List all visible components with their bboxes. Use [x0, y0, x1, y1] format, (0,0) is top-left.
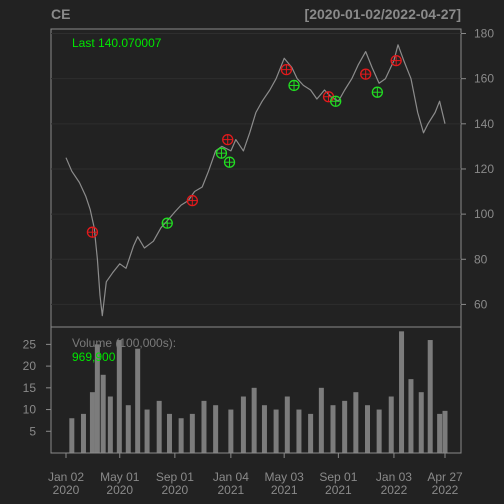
last-price-label: Last 140.070007 [72, 36, 162, 50]
price-gridlines [51, 33, 461, 305]
volume-panel: 5 10 15 20 25 Volume (100,000s): 969,900 [23, 326, 462, 454]
volume-bar [388, 396, 394, 453]
volume-bar [318, 387, 324, 453]
date-tick-label: May 03 [264, 470, 304, 484]
price-tick-label: 160 [474, 72, 494, 86]
volume-bar [228, 409, 234, 453]
volume-bar [427, 340, 433, 453]
buy-signal-marker [161, 217, 173, 229]
volume-bar [251, 387, 257, 453]
volume-bar [125, 405, 131, 453]
chart-title: CE [51, 6, 70, 22]
volume-bar [156, 400, 162, 453]
volume-tick-label: 20 [23, 359, 37, 373]
volume-bar [80, 413, 86, 453]
date-tick-year: 2021 [218, 483, 245, 497]
volume-bar [273, 409, 279, 453]
volume-bar [342, 400, 348, 453]
price-tick-label: 180 [474, 27, 494, 41]
buy-signal-marker [223, 156, 236, 168]
volume-bars [69, 331, 448, 453]
volume-tick-label: 5 [29, 424, 36, 438]
volume-tick-label: 10 [23, 403, 37, 417]
volume-bar [284, 396, 290, 453]
signal-markers [86, 54, 402, 238]
date-tick-year: 2022 [381, 483, 408, 497]
date-tick-label: May 01 [100, 470, 140, 484]
price-tick-label: 100 [474, 207, 494, 221]
sell-signal-marker [322, 91, 335, 103]
volume-bar [330, 405, 336, 453]
volume-bar [144, 409, 150, 453]
sell-signal-marker [360, 68, 372, 80]
volume-bar [166, 413, 172, 453]
date-tick-year: 2021 [325, 483, 352, 497]
volume-bar [364, 405, 370, 453]
date-tick-year: 2020 [162, 483, 189, 497]
volume-bar [107, 396, 113, 453]
volume-bar [100, 374, 106, 453]
price-tick-label: 140 [474, 117, 494, 131]
volume-bar [135, 348, 141, 453]
sell-signal-marker [186, 194, 198, 207]
volume-bar [94, 344, 100, 453]
volume-bar [178, 418, 184, 453]
buy-signal-marker [288, 79, 300, 92]
volume-axis-ticks: 5 10 15 20 25 [23, 337, 51, 438]
volume-bar [69, 418, 75, 453]
date-tick-label: Jan 04 [213, 470, 249, 484]
price-tick-label: 60 [474, 297, 488, 311]
volume-bar [240, 396, 246, 453]
date-tick-year: 2021 [271, 483, 298, 497]
sell-signal-marker [222, 133, 234, 146]
date-tick-label: Sep 01 [319, 470, 357, 484]
volume-bar [418, 392, 424, 453]
price-line-close [65, 44, 446, 317]
price-panel: 60 80 100 120 140 160 180 Last 140.070007 [50, 27, 494, 328]
sell-signal-marker [86, 226, 99, 238]
price-tick-label: 80 [474, 252, 488, 266]
volume-bar [437, 413, 443, 453]
price-axis-ticks: 60 80 100 120 140 160 180 [461, 27, 494, 311]
volume-tick-label: 25 [23, 337, 37, 351]
price-series-line [65, 44, 446, 317]
volume-bar [308, 413, 314, 453]
date-tick-label: Sep 01 [156, 470, 194, 484]
volume-bar [261, 405, 267, 453]
date-tick-label: Jan 03 [376, 470, 412, 484]
volume-bar [296, 409, 302, 453]
volume-bar [408, 379, 414, 453]
volume-bar [89, 392, 95, 453]
volume-bar [442, 410, 448, 453]
date-tick-year: 2020 [53, 483, 80, 497]
buy-signal-marker [215, 147, 228, 159]
volume-bar [399, 331, 405, 453]
volume-bar [213, 405, 219, 453]
buy-signal-marker [330, 95, 342, 107]
volume-label: Volume (100,000s): [72, 336, 176, 350]
volume-bar [189, 413, 195, 453]
price-tick-label: 120 [474, 162, 494, 176]
volume-bar [116, 340, 122, 453]
volume-value: 969,900 [72, 350, 116, 364]
buy-signal-marker [371, 86, 384, 98]
sell-signal-marker [390, 54, 402, 67]
volume-bar [201, 400, 207, 453]
sell-signal-marker [280, 63, 293, 76]
date-tick-label: Jan 02 [48, 470, 84, 484]
date-tick-year: 2020 [106, 483, 133, 497]
date-range-label: [2020-01-02/2022-04-27] [305, 6, 461, 22]
volume-bar [376, 409, 382, 453]
date-tick-year: 2022 [432, 483, 459, 497]
volume-tick-label: 15 [23, 381, 37, 395]
volume-bar [353, 392, 359, 453]
date-tick-label: Apr 27 [427, 470, 463, 484]
